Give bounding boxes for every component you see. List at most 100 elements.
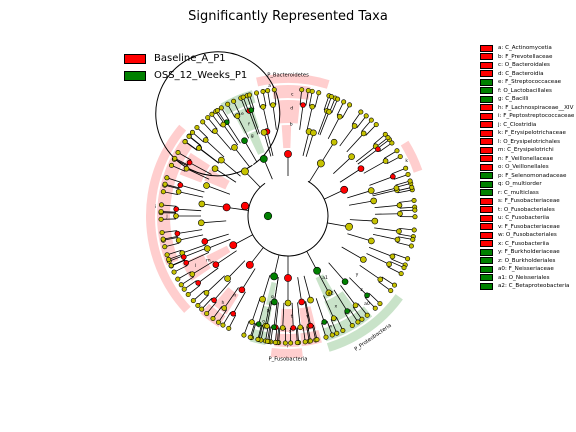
taxon-node	[410, 237, 416, 243]
tree-edge	[197, 294, 209, 306]
clade-highlight	[182, 253, 211, 281]
clade-highlight	[256, 73, 330, 89]
taxon-node	[175, 237, 182, 244]
taxon-node	[299, 87, 305, 93]
taxon-node	[394, 148, 400, 154]
clade-swatch	[480, 231, 493, 239]
taxon-node	[195, 280, 202, 286]
tree-edge	[173, 265, 188, 273]
clade-legend-label: k: F_Erysipelotrichaceae	[498, 130, 566, 137]
tree-edge	[374, 213, 400, 215]
tree-edge	[328, 262, 346, 282]
tree-edge	[391, 258, 406, 266]
tree-edge	[313, 324, 318, 340]
tree-edge	[323, 295, 335, 319]
tree-edge	[201, 297, 213, 310]
tree-edge	[302, 131, 310, 156]
taxon-node	[160, 189, 166, 195]
tree-edge	[262, 91, 267, 107]
clade-letter: m	[206, 259, 211, 264]
taxon-node	[368, 237, 375, 245]
taxon-node	[178, 282, 184, 288]
tree-edge	[396, 242, 412, 247]
tree-edge	[186, 251, 210, 264]
taxon-node	[255, 321, 262, 327]
clade-letter: j	[165, 214, 167, 220]
taxon-node	[375, 146, 381, 153]
tree-edge	[222, 124, 239, 146]
clade-legend-label: n: F_Veillonellaceae	[498, 155, 554, 162]
clade-swatch	[480, 274, 493, 282]
group-legend-label: Baseline_A_P1	[154, 53, 226, 64]
taxon-node	[185, 292, 191, 298]
taxon-node	[241, 137, 248, 144]
taxon-node	[204, 245, 211, 252]
tree-edge	[214, 168, 237, 183]
tree-edge	[374, 227, 400, 232]
tree-edge	[306, 326, 310, 342]
taxon-node	[389, 253, 396, 260]
tree-edge	[223, 287, 239, 309]
taxon-node	[241, 332, 247, 338]
tree-edge	[333, 289, 348, 312]
tree-edge	[211, 114, 222, 127]
clade-highlight	[179, 152, 211, 183]
clade-highlight	[233, 105, 260, 134]
tree-arc	[155, 51, 281, 177]
clade-letter: k	[405, 158, 408, 164]
clade-swatch	[480, 44, 493, 52]
tree-edge	[207, 117, 218, 130]
tree-edge	[227, 260, 246, 279]
taxon-node	[248, 107, 255, 113]
clade-swatch	[480, 138, 493, 146]
taxon-node	[325, 289, 333, 297]
taxon-node	[294, 340, 300, 346]
group-legend-entry: Baseline_A_P1	[124, 51, 247, 66]
taxon-node	[316, 90, 322, 96]
tree-edge	[262, 106, 270, 132]
clade-letter: p	[267, 308, 270, 313]
clade-highlight	[206, 245, 231, 265]
taxon-node	[409, 184, 415, 190]
taxon-node	[200, 119, 206, 125]
clade-legend-label: w: O_Fusobacteriales	[498, 232, 557, 239]
taxon-node	[205, 115, 211, 121]
clade-swatch	[480, 282, 493, 290]
taxon-node	[288, 340, 294, 346]
taxon-node	[194, 124, 200, 130]
taxon-node	[364, 292, 370, 299]
tree-edge	[204, 233, 229, 242]
clade-legend-entry: k: F_Erysipelotrichaceae	[480, 129, 574, 138]
clade-highlight	[213, 287, 239, 315]
tree-edge	[166, 177, 182, 183]
tree-edge	[232, 291, 246, 314]
taxon-node	[397, 210, 403, 217]
tree-edge	[197, 267, 219, 284]
taxon-node	[190, 298, 196, 304]
taxon-node	[218, 105, 224, 111]
tree-edge	[213, 281, 231, 301]
tree-edge	[183, 247, 208, 258]
taxon-node	[329, 332, 335, 338]
tree-edge	[249, 94, 255, 110]
taxon-node	[195, 302, 201, 308]
taxon-node	[405, 256, 411, 262]
tree-edge	[201, 220, 227, 224]
tree-edge	[263, 132, 272, 157]
taxon-node	[175, 188, 182, 195]
clade-legend-label: v: F_Fusobacteriaceae	[498, 223, 560, 230]
clade-legend-entry: a1: O_Neisseriales	[480, 274, 574, 283]
taxon-node	[412, 214, 418, 220]
taxon-node	[168, 263, 174, 269]
tree-edge	[295, 327, 298, 343]
clade-legend-entry: d: C_Bacteroidia	[480, 70, 574, 79]
tree-edge	[258, 299, 266, 325]
taxon-node	[197, 219, 205, 227]
taxon-node	[363, 113, 369, 119]
tree-edge	[349, 277, 368, 296]
taxon-node	[385, 135, 391, 141]
tree-edge	[297, 277, 303, 302]
tree-edge	[244, 140, 258, 163]
phylum-node	[240, 201, 250, 211]
tree-edge	[258, 324, 263, 340]
